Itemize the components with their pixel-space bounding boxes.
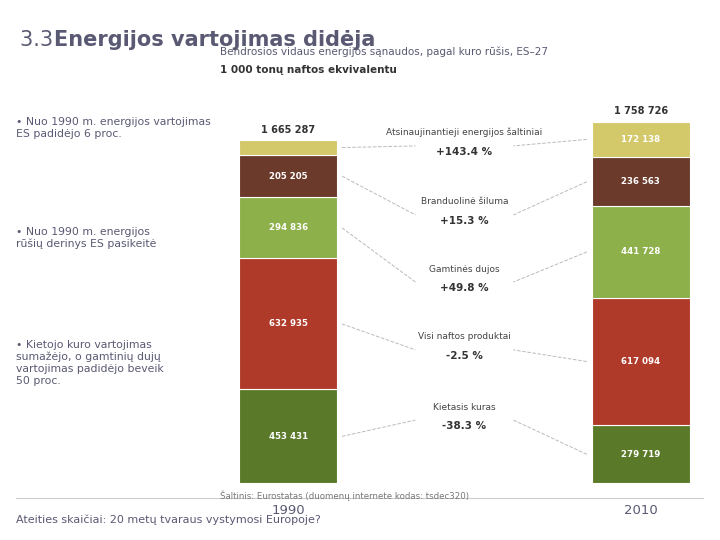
Text: Gamtinės dujos: Gamtinės dujos [429, 265, 500, 274]
Text: Energijos vartojimas didėja: Energijos vartojimas didėja [54, 30, 375, 50]
Text: 1 000 tonų naftos ekvivalentu: 1 000 tonų naftos ekvivalentu [220, 64, 397, 75]
Bar [592, 426, 690, 483]
Text: 441 728: 441 728 [621, 247, 660, 256]
Text: • Kietojo kuro vartojimas
sumažėjo, o gamtinių dujų
vartojimas padidėjo beveik
5: • Kietojo kuro vartojimas sumažėjo, o ga… [16, 340, 163, 386]
Text: 632 935: 632 935 [269, 320, 307, 328]
Text: 453 431: 453 431 [269, 432, 307, 441]
Text: Ateities skaičiai: 20 metų tvaraus vystymosi Europoje?: Ateities skaičiai: 20 metų tvaraus vysty… [16, 514, 320, 524]
Text: • Nuo 1990 m. energijos vartojimas
ES padidėjo 6 proc.: • Nuo 1990 m. energijos vartojimas ES pa… [16, 117, 210, 139]
Text: 1 758 726: 1 758 726 [613, 106, 667, 116]
Bar [592, 157, 690, 206]
Text: 2010: 2010 [624, 504, 657, 517]
Bar [592, 206, 690, 298]
Text: 294 836: 294 836 [269, 224, 307, 232]
Text: Visi naftos produktai: Visi naftos produktai [418, 333, 510, 341]
Text: • Nuo 1990 m. energijos
rūšių derinys ES pasikeitė: • Nuo 1990 m. energijos rūšių derinys ES… [16, 227, 156, 249]
Text: Kietasis kuras: Kietasis kuras [433, 403, 495, 411]
Bar [592, 298, 690, 426]
Text: 1990: 1990 [271, 504, 305, 517]
Text: Atsinaujinantieji energijos šaltiniai: Atsinaujinantieji energijos šaltiniai [386, 128, 543, 138]
Bar [239, 155, 337, 198]
Text: 1 665 287: 1 665 287 [261, 125, 315, 134]
Text: Branduolinė šiluma: Branduolinė šiluma [420, 198, 508, 206]
Text: 172 138: 172 138 [621, 135, 660, 144]
Text: -2.5 %: -2.5 % [446, 350, 483, 361]
Text: +143.4 %: +143.4 % [436, 147, 492, 157]
Text: Šaltinis: Eurostatas (duomenų internete kodas: tsdec320): Šaltinis: Eurostatas (duomenų internete … [220, 490, 469, 501]
Text: 236 563: 236 563 [621, 177, 660, 186]
Text: 279 719: 279 719 [621, 450, 660, 459]
Text: Bendrosios vidaus energijos sąnaudos, pagal kuro rūšis, ES–27: Bendrosios vidaus energijos sąnaudos, pa… [220, 46, 548, 57]
Text: 205 205: 205 205 [269, 172, 307, 181]
Text: -38.3 %: -38.3 % [442, 421, 487, 431]
Text: 3.3: 3.3 [20, 30, 60, 50]
Bar [239, 259, 337, 389]
Bar [239, 198, 337, 259]
Bar [239, 140, 337, 155]
Text: 617 094: 617 094 [621, 357, 660, 366]
Bar [592, 122, 690, 157]
Bar [239, 389, 337, 483]
Text: +15.3 %: +15.3 % [440, 215, 489, 226]
Text: +49.8 %: +49.8 % [440, 283, 489, 293]
